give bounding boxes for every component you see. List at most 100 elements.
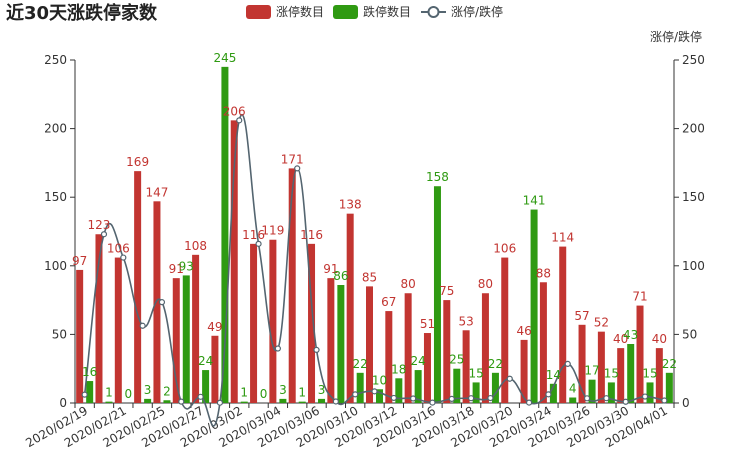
left-tick-label: 150	[44, 190, 67, 204]
bar-up	[172, 278, 180, 403]
bar-up	[481, 293, 489, 403]
left-tick-label: 50	[52, 327, 67, 341]
ratio-point	[410, 395, 417, 402]
ratio-point	[332, 398, 339, 405]
ratio-point	[661, 397, 668, 404]
bar-down	[86, 381, 94, 403]
right-tick-label: 100	[682, 259, 705, 273]
bar-up	[327, 278, 335, 403]
bar-up	[346, 213, 354, 403]
bar-up	[153, 201, 161, 403]
legend-item-ratio[interactable]: 涨停/跌停	[421, 4, 503, 19]
bar-up	[636, 305, 644, 403]
data-label-down: 10	[372, 373, 387, 387]
data-label-up: 71	[632, 290, 647, 304]
data-label-up: 40	[652, 332, 667, 346]
data-label-down: 22	[488, 357, 503, 371]
chart-title: 近30天涨跌停家数	[6, 2, 158, 24]
data-label-up: 171	[281, 152, 304, 166]
bar-down	[569, 397, 577, 403]
bar-down	[163, 400, 171, 403]
ratio-point	[468, 395, 475, 402]
bar-up	[95, 234, 103, 403]
legend-swatch-up	[246, 5, 271, 19]
bar-down	[414, 370, 422, 403]
ratio-point	[564, 360, 571, 367]
bar-down	[549, 383, 557, 403]
ratio-point	[139, 322, 146, 329]
bar-up	[192, 254, 200, 403]
data-label-down: 24	[198, 354, 213, 368]
ratio-point	[506, 375, 513, 382]
data-label-down: 3	[279, 383, 287, 397]
data-label-up: 97	[72, 254, 87, 268]
data-label-up: 49	[207, 320, 222, 334]
ratio-point	[448, 395, 455, 402]
ratio-point	[197, 393, 204, 400]
bar-down	[376, 389, 383, 403]
data-label-down: 245	[213, 51, 236, 65]
bar-down	[395, 378, 403, 403]
legend-item-down[interactable]: 跌停数目	[333, 4, 411, 19]
data-label-up: 108	[184, 239, 207, 253]
bar-down	[588, 379, 596, 403]
legend-item-up[interactable]: 涨停数目	[246, 4, 324, 19]
ratio-point	[641, 393, 649, 400]
bar-down	[433, 186, 441, 403]
data-label-down: 15	[468, 366, 483, 380]
bar-series	[76, 66, 673, 404]
bar-up	[211, 335, 219, 403]
ratio-point	[294, 165, 301, 172]
data-label-down: 86	[333, 269, 348, 283]
data-label-down: 4	[569, 382, 577, 396]
legend-label-ratio: 涨停/跌停	[451, 4, 503, 19]
bar-up	[578, 324, 586, 403]
ratio-line	[83, 114, 665, 427]
data-label-down: 15	[604, 366, 619, 380]
data-label-up: 169	[126, 155, 149, 169]
bar-up	[655, 348, 663, 403]
ratio-point	[274, 345, 281, 352]
left-tick-label: 200	[44, 122, 67, 136]
x-axis: 2020/02/192020/02/212020/02/252020/02/27…	[23, 402, 675, 450]
data-label-up: 80	[401, 277, 416, 291]
data-label-down: 1	[298, 386, 306, 400]
data-labels: 9716123110601693147291931082449245206111…	[72, 51, 677, 401]
data-label-up: 147	[145, 185, 168, 199]
ratio-point	[313, 346, 320, 354]
bar-down	[356, 372, 364, 403]
data-label-down: 3	[318, 383, 326, 397]
legend[interactable]: 涨停数目 跌停数目 涨停/跌停	[246, 4, 503, 19]
bar-down	[646, 382, 654, 403]
ratio-point	[236, 117, 243, 124]
data-label-down: 43	[623, 328, 638, 342]
data-label-up: 91	[169, 262, 184, 276]
bar-up	[269, 239, 277, 403]
data-label-up: 40	[613, 332, 628, 346]
data-label-down: 158	[426, 170, 449, 184]
left-y-axis: 0 50 100 150 200 250	[44, 53, 76, 410]
right-tick-label: 50	[682, 327, 697, 341]
ratio-point	[583, 395, 591, 402]
data-label-up: 53	[458, 314, 473, 328]
bar-up	[423, 333, 431, 403]
ratio-point	[429, 399, 436, 406]
bar-up	[501, 257, 509, 403]
legend-label-down: 跌停数目	[363, 4, 411, 19]
bar-down	[182, 275, 190, 403]
data-label-up: 123	[88, 218, 111, 232]
bar-up	[134, 171, 142, 403]
left-tick-label: 250	[44, 53, 67, 67]
ratio-point	[158, 299, 166, 306]
right-tick-label: 150	[682, 190, 705, 204]
data-label-up: 57	[574, 309, 589, 323]
data-label-up: 85	[362, 270, 377, 284]
bar-up	[559, 246, 567, 403]
ratio-point	[100, 231, 108, 238]
data-label-down: 17	[584, 364, 599, 378]
bar-down	[298, 401, 306, 403]
right-y-axis: 0 50 100 150 200 250	[673, 53, 705, 410]
bar-up	[366, 286, 373, 403]
bar-up	[288, 168, 296, 403]
bar-down	[240, 401, 248, 403]
